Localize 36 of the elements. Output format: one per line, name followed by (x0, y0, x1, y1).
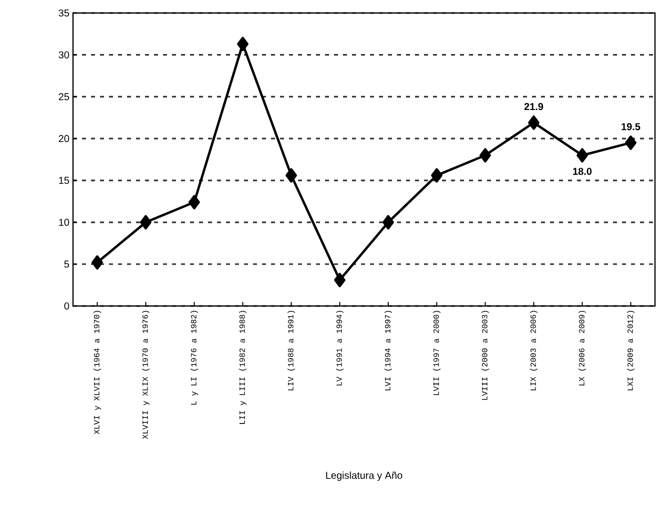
y-tick-label: 15 (59, 176, 70, 184)
x-tick-label: LII y LIII (1982 a 1988) (239, 310, 246, 424)
data-label: 18.0 (573, 168, 592, 175)
point (92, 255, 103, 270)
x-tick-label: LVII (1997 a 2000) (433, 310, 440, 396)
x-tick-label: LVIII (2000 a 2003) (482, 310, 489, 400)
x-tick-label: LVI (1994 a 1997) (384, 310, 392, 390)
point (431, 168, 442, 183)
y-tick-label: 30 (58, 51, 70, 58)
point (576, 148, 588, 163)
data-label: 21.9 (524, 103, 544, 110)
y-tick-label: 0 (64, 302, 70, 310)
x-axis-title: Legislatura y Año (326, 472, 402, 481)
y-tick-label: 25 (58, 93, 70, 100)
y-tick-label: 10 (59, 218, 70, 226)
x-tick-label: LIX (2003 a 2006) (530, 310, 538, 390)
point (382, 215, 394, 230)
x-tick-label: XLVI y XLVII (1964 a 1970) (94, 310, 101, 434)
y-tick-label: 5 (64, 260, 70, 268)
x-tick-label: LXI (2009 a 2012) (627, 310, 634, 390)
point (480, 148, 491, 163)
y-tick-label: 35 (58, 9, 70, 17)
x-tick-label: LIV (1988 a 1991) (288, 310, 295, 390)
x-tick-label: XLVIII y XLIX (1970 a 1976) (142, 310, 150, 439)
point (237, 36, 248, 52)
x-tick-label: L y LI (1976 a 1982) (190, 310, 198, 405)
point (140, 215, 152, 230)
x-tick-label: LV (1991 a 1994) (336, 310, 344, 386)
point (625, 136, 636, 150)
y-tick-label: 20 (58, 135, 70, 142)
point (286, 168, 297, 183)
point (528, 115, 540, 130)
point (188, 194, 200, 210)
point (334, 272, 346, 288)
data-label: 19.5 (622, 123, 640, 130)
x-tick-label: LX (2006 a 2009) (578, 310, 586, 386)
